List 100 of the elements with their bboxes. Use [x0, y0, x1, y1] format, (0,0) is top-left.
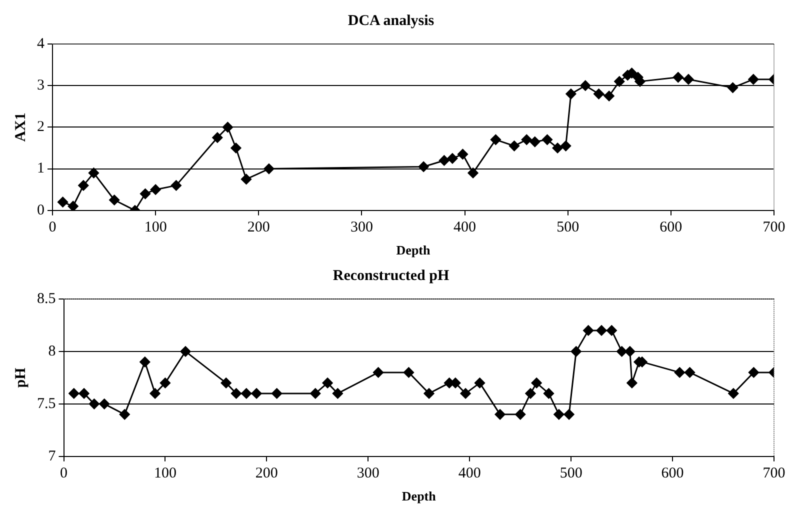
point — [460, 388, 471, 399]
x-tick-label: 300 — [350, 219, 373, 236]
point — [58, 196, 68, 208]
y-tick-label: 4 — [37, 36, 45, 52]
x-tick-label: 200 — [255, 465, 278, 482]
y-axis-title: AX1 — [12, 112, 29, 142]
point — [566, 88, 576, 100]
point — [594, 88, 604, 100]
chart-title: DCA analysis — [348, 12, 434, 29]
point — [272, 388, 282, 399]
y-axis-title: pH — [12, 367, 29, 388]
point — [530, 136, 540, 148]
point — [241, 388, 252, 399]
x-tick-label: 100 — [154, 465, 176, 482]
x-tick-label: 300 — [356, 465, 380, 482]
point — [220, 378, 232, 388]
point — [683, 74, 694, 85]
point — [626, 378, 638, 388]
x-tick-label: 600 — [661, 465, 684, 482]
point — [748, 74, 759, 85]
point — [624, 346, 636, 357]
point — [552, 142, 563, 154]
point — [418, 161, 429, 172]
x-axis-title: Depth — [402, 488, 437, 504]
point — [474, 378, 486, 388]
point — [684, 367, 696, 378]
point — [140, 188, 151, 200]
point — [525, 388, 536, 399]
point — [616, 346, 628, 357]
y-tick-label: 8.5 — [37, 290, 56, 307]
point — [222, 122, 233, 132]
point — [78, 180, 89, 191]
point — [521, 134, 532, 145]
point — [596, 325, 607, 336]
point — [150, 184, 161, 195]
y-tick-label: 7 — [48, 448, 56, 464]
point — [560, 140, 572, 152]
point — [230, 388, 242, 399]
point — [140, 356, 150, 368]
x-tick-label: 0 — [60, 465, 68, 482]
y-tick-label: 3 — [37, 78, 44, 94]
point — [424, 388, 434, 399]
point — [457, 148, 468, 160]
point — [241, 174, 252, 184]
point — [109, 194, 120, 206]
point — [373, 367, 384, 378]
x-tick-label: 700 — [762, 219, 786, 236]
point — [544, 388, 554, 399]
point — [672, 72, 684, 83]
point — [68, 200, 78, 210]
x-tick-label: 400 — [454, 219, 476, 236]
point — [160, 378, 170, 388]
point — [447, 153, 458, 164]
point — [88, 168, 99, 178]
point — [570, 346, 582, 357]
point — [68, 388, 80, 399]
x-tick-label: 700 — [762, 465, 786, 482]
x-tick-label: 400 — [458, 465, 481, 482]
point — [606, 325, 617, 336]
x-tick-label: 200 — [247, 219, 270, 236]
x-tick-label: 100 — [144, 219, 167, 236]
point — [310, 388, 321, 399]
point — [554, 409, 564, 420]
point — [604, 90, 614, 102]
point — [438, 155, 450, 166]
y-tick-label: 1 — [37, 160, 44, 177]
point — [509, 140, 520, 152]
point — [78, 388, 90, 399]
y-tick-label: 7.5 — [37, 396, 56, 412]
x-tick-label: 600 — [660, 219, 682, 236]
point — [170, 180, 182, 191]
point — [728, 82, 738, 93]
point — [580, 80, 591, 91]
point — [251, 388, 262, 399]
point — [728, 388, 739, 399]
x-tick-label: 500 — [560, 465, 582, 482]
point — [99, 398, 110, 410]
point — [490, 134, 501, 145]
point — [322, 378, 333, 388]
x-tick-label: 500 — [556, 219, 580, 236]
point — [264, 164, 274, 174]
chart-title: Reconstructed pH — [332, 268, 450, 284]
point — [180, 346, 191, 357]
point — [403, 367, 414, 378]
point — [674, 367, 685, 378]
point — [468, 168, 478, 178]
point — [583, 325, 594, 336]
point — [332, 388, 343, 399]
point — [515, 409, 526, 420]
point — [531, 378, 542, 388]
y-tick-label: 0 — [37, 202, 44, 218]
y-tick-label: 8 — [48, 343, 56, 360]
point — [119, 409, 130, 420]
point — [150, 388, 160, 399]
point — [542, 134, 552, 145]
point — [230, 142, 242, 154]
y-tick-label: 2 — [37, 119, 44, 136]
point — [88, 398, 100, 410]
point — [564, 409, 574, 420]
point — [212, 132, 223, 143]
